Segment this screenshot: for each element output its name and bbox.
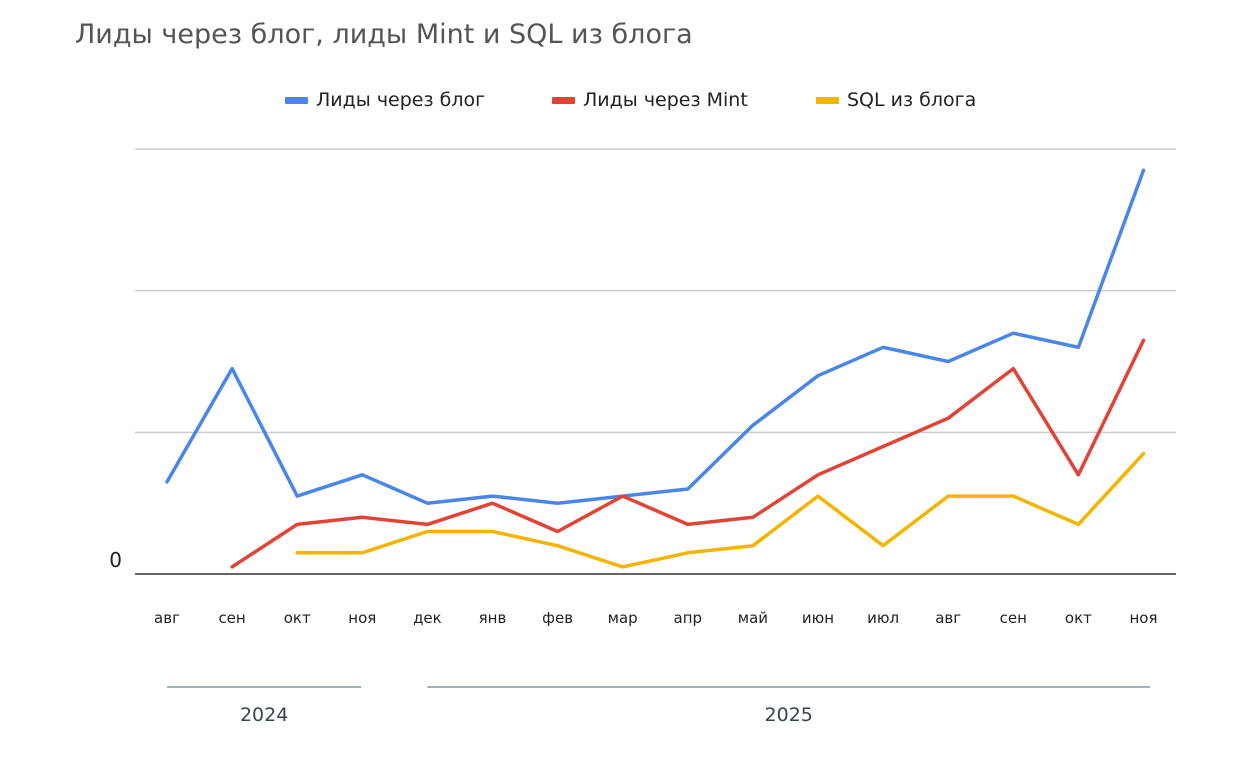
x-tick-label: май	[738, 609, 768, 627]
legend-label: SQL из блога	[847, 89, 976, 111]
x-tick-label: сен	[1000, 609, 1027, 627]
legend-swatch	[816, 97, 839, 104]
x-tick-label: сен	[218, 609, 245, 627]
year-label: 2024	[240, 704, 288, 726]
legend-label: Лиды через блог	[316, 89, 485, 111]
x-tick-label: дек	[413, 609, 442, 627]
legend-swatch	[285, 97, 308, 104]
x-tick-label: авг	[154, 609, 180, 627]
series-line-3	[295, 451, 1146, 569]
legend-swatch	[552, 97, 575, 104]
x-tick-label: ноя	[1129, 609, 1157, 627]
chart-title: Лиды через блог, лиды Mint и SQL из блог…	[75, 19, 693, 50]
x-tick-label: окт	[284, 609, 311, 627]
series-line-1	[165, 168, 1146, 505]
y-tick-label: 0	[109, 548, 122, 572]
legend-label: Лиды через Mint	[583, 89, 748, 111]
x-tick-label: апр	[674, 609, 703, 627]
year-label: 2025	[765, 704, 813, 726]
x-tick-label: июн	[802, 609, 834, 627]
x-tick-label: ноя	[348, 609, 376, 627]
x-tick-label: фев	[542, 609, 573, 627]
x-tick-label: авг	[935, 609, 961, 627]
x-tick-label: июл	[867, 609, 899, 627]
x-tick-label: янв	[479, 609, 507, 627]
x-tick-label: окт	[1065, 609, 1092, 627]
series-line-2	[230, 338, 1146, 569]
x-tick-label: мар	[608, 609, 638, 627]
